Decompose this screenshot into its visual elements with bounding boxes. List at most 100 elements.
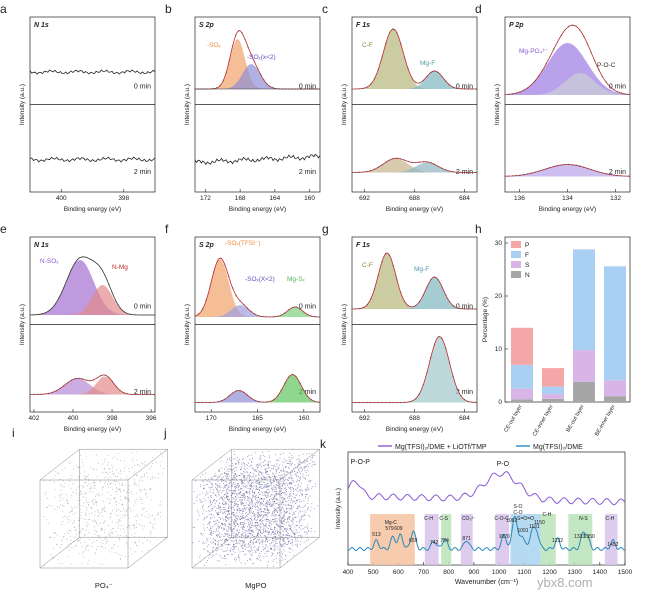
bar-N-2: [573, 381, 595, 402]
band-number: 1333: [574, 534, 585, 540]
panel-h-ytick: 0: [498, 399, 502, 406]
peak-label-sox: -SOₓ: [207, 42, 222, 49]
panel-d-title: P 2p: [509, 22, 524, 29]
panel-j-caption: MgPO: [245, 581, 266, 590]
raw-data-points: [351, 252, 477, 310]
peak-label-cf: C-F: [362, 42, 373, 49]
panel-a-letter: a: [0, 2, 7, 16]
band-number: 1020: [499, 534, 510, 540]
peak-d2-mgpo4: [505, 164, 630, 177]
panel-k-letter: k: [320, 437, 327, 451]
bar-S-1: [542, 394, 564, 399]
panel-c-top-label: 0 min: [456, 84, 473, 91]
bar-S-0: [511, 388, 533, 400]
panel-k-xtick: 700: [418, 569, 429, 576]
panel-g-tick: 684: [459, 415, 470, 422]
panel-c-letter: c: [322, 2, 328, 16]
panel-f-letter: f: [165, 222, 169, 236]
panel-a-title: N 1s: [34, 22, 49, 29]
band-number: 1091: [517, 528, 528, 534]
bar-F-3: [604, 266, 626, 381]
band-number: 1131: [529, 524, 540, 530]
bar-N-1: [542, 398, 564, 402]
panel-h-ytick: 30: [495, 240, 503, 247]
watermark: ybx8.com: [537, 575, 593, 590]
band-number: 609: [394, 526, 403, 532]
panel-k-xtick: 1300: [567, 569, 582, 576]
panel-b-tick: 172: [200, 195, 211, 202]
panel-d-tick: 136: [514, 195, 525, 202]
legend-label-S: S: [525, 262, 530, 269]
panel-g-tick: 688: [409, 415, 420, 422]
panel-k-xtick: 900: [468, 569, 479, 576]
bar-N-0: [511, 399, 533, 402]
panel-g-title: F 1s: [356, 242, 370, 249]
band-number: 1232: [552, 538, 563, 544]
panel-f-ylabel: Intensity (a.u.): [184, 304, 191, 345]
peak-g-mgf: [352, 277, 477, 309]
panel-h-letter: h: [475, 222, 482, 236]
band-number: 1150: [534, 520, 545, 526]
legend-swatch-P: [511, 241, 521, 248]
bar-P-1: [542, 368, 564, 387]
panel-f-tick: 160: [298, 415, 309, 422]
raman-band-4: [495, 514, 510, 565]
band-label: C-S: [439, 516, 448, 522]
raman-band-6: [528, 514, 541, 565]
band-label: CO₃²⁻: [462, 516, 476, 522]
panel-d-tick: 132: [610, 195, 621, 202]
panel-h-ylabel: Percentage (%): [482, 297, 489, 342]
panel-i-cube: [39, 448, 168, 569]
band-label: C-H: [424, 516, 433, 522]
bar-S-3: [604, 380, 626, 397]
bar-F-1: [542, 386, 564, 395]
fit-g-envelope: [352, 252, 477, 310]
spectrum-a-top: [29, 69, 156, 75]
bar-P-0: [511, 327, 533, 365]
raman-band-5: [510, 514, 529, 565]
panel-h-ytick: 10: [495, 346, 503, 353]
panel-d-xlabel: Binding energy (eV): [539, 206, 596, 213]
band-label: N-S: [579, 516, 588, 522]
panel-h-category: CE-out layer: [503, 404, 524, 434]
panel-k-xtick: 600: [393, 569, 404, 576]
panel-k-ylabel: Intensity (a.u.): [335, 488, 342, 529]
band-number: 742: [430, 540, 439, 546]
panel-g-letter: g: [322, 222, 329, 236]
band-number: 1452: [607, 542, 618, 548]
panel-f-top-label: 0 min: [299, 304, 316, 311]
panel-i-letter: i: [12, 426, 15, 440]
raw-data-points: [351, 157, 477, 174]
panel-k-xtick: 1400: [593, 569, 608, 576]
panel-g-ylabel: Intensity (a.u.): [341, 304, 348, 345]
panel-b-ylabel: Intensity (a.u.): [184, 84, 191, 125]
peak-g2-mgf: [352, 336, 477, 403]
panel-f-title: S 2p: [199, 242, 215, 249]
fit-g2-envelope: [352, 336, 477, 403]
panel-a-top-label: 0 min: [134, 84, 151, 91]
panel-b-bottom-label: 2 min: [299, 169, 316, 176]
panel-k-frame: [347, 451, 626, 566]
peak-b-sox2: [195, 64, 320, 89]
panel-e-xlabel: Binding energy (eV): [64, 426, 121, 433]
panel-d-letter: d: [475, 2, 482, 16]
fit-e-envelope: [30, 256, 155, 316]
raman-series-tfsi: [347, 515, 625, 552]
band-label: S-O: [514, 504, 523, 510]
panel-k-xtick: 500: [368, 569, 379, 576]
band-number: 659: [409, 538, 418, 544]
panel-k-xtick: 1000: [492, 569, 507, 576]
raw-data-points: [504, 163, 630, 177]
panel-g-top-label: 0 min: [456, 304, 473, 311]
panel-e-letter: e: [0, 222, 7, 236]
band-number: 579: [385, 526, 394, 532]
fit-f-envelope: [194, 257, 321, 318]
panel-a-bottom-label: 2 min: [134, 169, 151, 176]
peak-e2-nsox: [30, 378, 155, 395]
peak-label-sox-x2: -SOₓ(X<2): [245, 276, 275, 283]
peak-label-pop: P-O-P: [351, 459, 371, 466]
fit-d2-envelope: [505, 164, 630, 177]
band-number: 784: [441, 538, 450, 544]
panel-b-tick: 164: [269, 195, 280, 202]
